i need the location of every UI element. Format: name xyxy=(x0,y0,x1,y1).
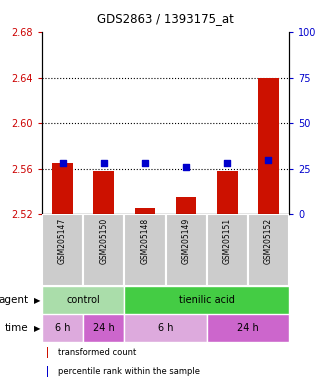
Text: tienilic acid: tienilic acid xyxy=(179,295,235,305)
Text: 6 h: 6 h xyxy=(158,323,173,333)
Bar xyxy=(258,78,279,214)
Bar xyxy=(124,214,166,286)
Text: GSM205149: GSM205149 xyxy=(182,218,191,264)
Bar xyxy=(166,214,207,286)
Bar xyxy=(176,197,196,214)
Text: GSM205148: GSM205148 xyxy=(140,218,149,264)
Point xyxy=(225,160,230,166)
Text: time: time xyxy=(5,323,29,333)
Text: GSM205151: GSM205151 xyxy=(223,218,232,264)
Bar xyxy=(248,214,289,286)
Text: GSM205152: GSM205152 xyxy=(264,218,273,264)
Text: 24 h: 24 h xyxy=(93,323,115,333)
Text: GDS2863 / 1393175_at: GDS2863 / 1393175_at xyxy=(97,12,234,25)
Text: transformed count: transformed count xyxy=(58,348,136,357)
Bar xyxy=(93,171,114,214)
Bar xyxy=(42,314,83,342)
Text: 24 h: 24 h xyxy=(237,323,259,333)
Text: agent: agent xyxy=(0,295,29,305)
Text: control: control xyxy=(66,295,100,305)
Bar xyxy=(47,366,48,377)
Bar xyxy=(217,171,238,214)
Bar xyxy=(83,314,124,342)
Bar xyxy=(207,314,289,342)
Text: ▶: ▶ xyxy=(34,324,40,333)
Bar xyxy=(135,209,155,214)
Point xyxy=(101,160,106,166)
Point xyxy=(142,160,148,166)
Bar xyxy=(52,163,73,214)
Bar xyxy=(83,214,124,286)
Bar xyxy=(42,286,124,314)
Bar xyxy=(124,314,207,342)
Bar xyxy=(124,286,289,314)
Point xyxy=(266,157,271,163)
Text: GSM205147: GSM205147 xyxy=(58,218,67,264)
Bar xyxy=(42,214,83,286)
Point xyxy=(183,164,189,170)
Text: 6 h: 6 h xyxy=(55,323,70,333)
Bar xyxy=(47,347,48,358)
Text: percentile rank within the sample: percentile rank within the sample xyxy=(58,367,200,376)
Text: GSM205150: GSM205150 xyxy=(99,218,108,264)
Point xyxy=(60,160,65,166)
Bar xyxy=(207,214,248,286)
Text: ▶: ▶ xyxy=(34,296,40,305)
